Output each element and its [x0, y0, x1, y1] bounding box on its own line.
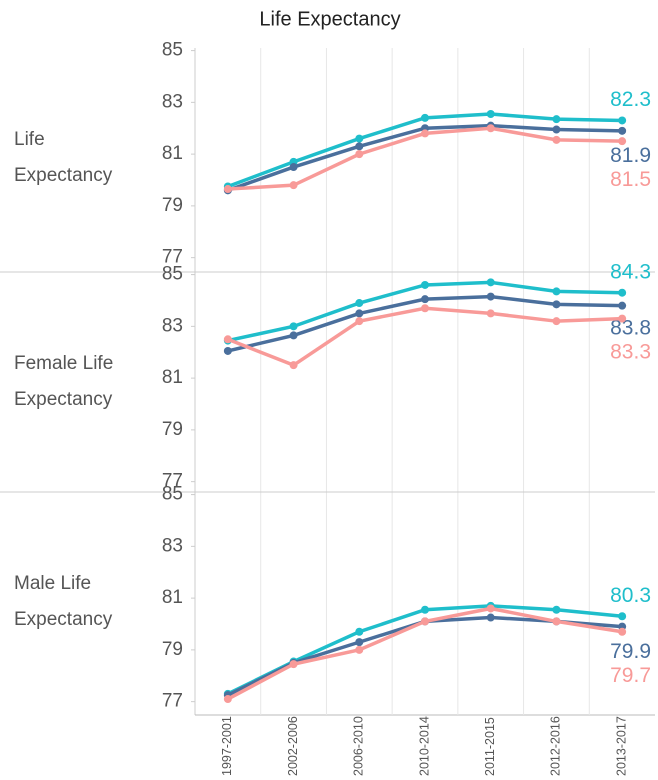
- point: [486, 604, 495, 613]
- y-tick-label: 77: [162, 247, 183, 268]
- point: [486, 309, 495, 318]
- point: [618, 314, 627, 323]
- series-line: [227, 615, 623, 697]
- x-tick-label: 2010-2014: [417, 716, 431, 776]
- point: [618, 301, 627, 310]
- point: [355, 134, 364, 143]
- point: [421, 113, 429, 122]
- value-label: 79.7: [610, 664, 651, 687]
- point: [223, 695, 232, 704]
- point: [618, 116, 627, 125]
- y-tick-label: 77: [162, 691, 183, 712]
- point: [486, 278, 495, 287]
- point: [223, 185, 232, 194]
- point: [552, 300, 561, 309]
- point: [355, 638, 364, 647]
- point: [355, 142, 364, 151]
- chart-title: Life Expectancy: [259, 8, 400, 30]
- y-tick-label: 79: [162, 195, 183, 216]
- point: [355, 299, 364, 308]
- y-tick-label: 79: [162, 639, 183, 660]
- point: [223, 335, 232, 344]
- point: [552, 605, 561, 614]
- panel-label: Life Expectancy: [14, 129, 113, 186]
- point: [289, 322, 298, 331]
- point: [552, 125, 561, 134]
- y-tick-label: 85: [162, 40, 183, 61]
- point: [486, 613, 495, 622]
- y-tick-label: 83: [162, 535, 183, 556]
- point: [289, 331, 298, 340]
- point: [618, 288, 627, 297]
- y-tick-label: 79: [162, 419, 183, 440]
- point: [486, 124, 495, 133]
- point: [289, 163, 298, 172]
- point: [421, 295, 429, 304]
- y-tick-label: 81: [162, 587, 183, 608]
- point: [355, 150, 364, 159]
- y-tick-label: 81: [162, 143, 183, 164]
- point: [552, 115, 561, 124]
- point: [618, 627, 627, 636]
- value-label: 83.3: [610, 340, 651, 363]
- point: [421, 617, 429, 626]
- point: [618, 126, 627, 135]
- value-label: 81.9: [610, 144, 651, 167]
- point: [289, 361, 298, 370]
- point: [355, 645, 364, 654]
- point: [618, 612, 627, 621]
- point: [486, 110, 495, 118]
- panel-label: Female Life Expectancy: [14, 353, 114, 410]
- x-tick-label: 2006-2010: [352, 716, 366, 776]
- value-label: 79.9: [610, 640, 651, 663]
- x-tick-label: 2012-2016: [549, 716, 563, 776]
- panel-label: Male Life Expectancy: [14, 573, 113, 630]
- y-tick-label: 77: [162, 471, 183, 492]
- x-tick-label: 2013-2017: [614, 716, 628, 776]
- y-tick-label: 83: [162, 315, 183, 336]
- point: [421, 304, 429, 313]
- value-label: 81.5: [610, 168, 651, 191]
- y-tick-label: 85: [162, 484, 183, 505]
- y-tick-label: 81: [162, 367, 183, 388]
- x-tick-label: 1997-2001: [220, 716, 234, 776]
- point: [355, 309, 364, 318]
- point: [289, 660, 298, 669]
- point: [223, 346, 232, 355]
- x-tick-label: 2011-2015: [483, 717, 497, 776]
- value-label: 80.3: [610, 584, 651, 607]
- point: [552, 287, 561, 296]
- y-tick-label: 85: [162, 264, 183, 285]
- value-label: 82.3: [610, 88, 651, 111]
- x-tick-label: 2002-2006: [286, 716, 300, 776]
- value-label: 84.3: [610, 260, 651, 283]
- point: [421, 280, 429, 289]
- point: [552, 135, 561, 144]
- point: [355, 627, 364, 636]
- point: [421, 129, 429, 138]
- point: [421, 605, 429, 614]
- point: [355, 317, 364, 326]
- point: [552, 317, 561, 326]
- point: [486, 292, 495, 301]
- point: [289, 181, 298, 190]
- point: [552, 617, 561, 626]
- point: [618, 137, 627, 146]
- y-tick-label: 83: [162, 91, 183, 112]
